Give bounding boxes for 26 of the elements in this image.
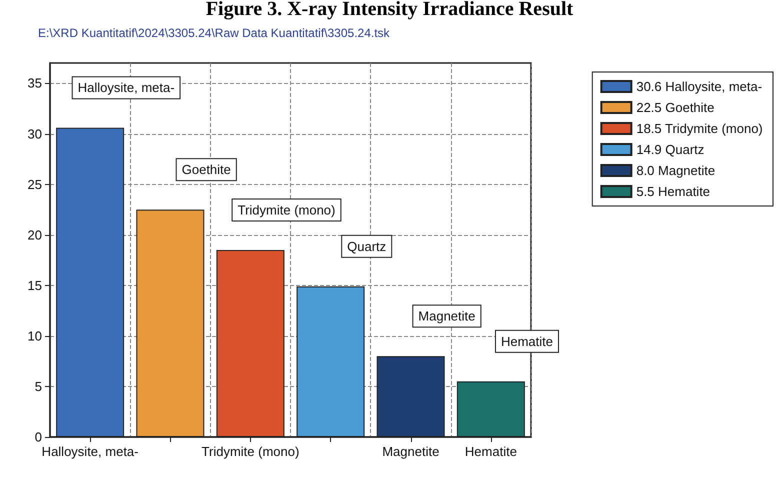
x-tick-label: Halloysite, meta- [42,444,138,459]
chart-subtitle: E:\XRD Kuantitatif\2024\3305.24\Raw Data Kuantitatif\3305.24.tsk [38,26,391,40]
y-tick-label: 0 [34,430,42,444]
y-tick-label: 25 [28,176,42,192]
y-tick-label: 20 [28,227,42,242]
x-tick-label: Tridymite (mono) [202,444,300,459]
legend-label: 8.0 Magnetite [636,163,716,178]
legend-label: 5.5 Hematite [636,184,710,199]
legend-label: 30.6 Halloysite, meta- [636,79,762,94]
y-tick-label: 15 [28,278,42,293]
y-tick-label: 10 [28,328,42,344]
chart-title: Figure 3. X-ray Intensity Irradiance Result [206,0,574,20]
annotation: Tridymite (mono) [238,202,336,218]
y-tick-label: 30 [28,126,42,142]
legend-label: 22.5 Goethite [636,100,714,115]
legend-label: 18.5 Tridymite (mono) [636,121,763,136]
annotation: Quartz [347,238,386,254]
x-tick-label: Magnetite [382,444,440,459]
annotation: Goethite [182,162,231,178]
annotation: Halloysite, meta- [78,80,175,96]
legend-label: 14.9 Quartz [636,142,704,157]
y-tick-label: 35 [28,76,42,91]
annotation: Hematite [500,334,554,349]
x-tick-label: Hematite [464,444,517,459]
annotation: Magnetite [418,308,476,324]
y-tick-label: 5 [34,378,42,394]
